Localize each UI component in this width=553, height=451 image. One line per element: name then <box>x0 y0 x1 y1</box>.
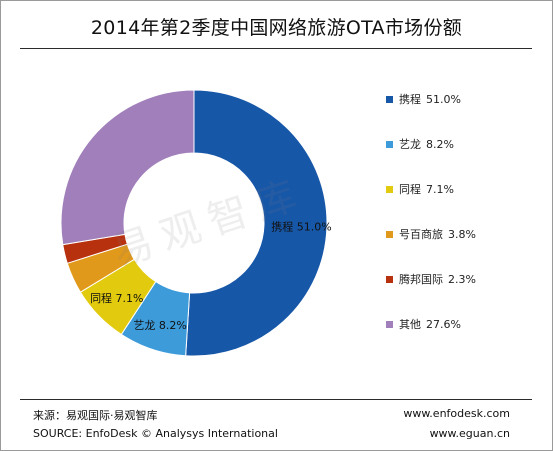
data-label-1: 携程 51.0% <box>271 219 331 233</box>
data-label-2: 艺龙 8.2% <box>133 319 186 332</box>
donut-slice-6 <box>60 89 195 246</box>
legend-name: 腾邦国际 <box>399 273 443 286</box>
legend-name: 同程 <box>399 183 421 196</box>
legend-item-5: 腾邦国际 2.3% <box>386 272 476 286</box>
footer-url-eguan: www.eguan.cn <box>429 427 510 440</box>
legend-value: 7.1% <box>426 182 454 196</box>
legend-swatch <box>386 320 393 328</box>
footer-source-en: SOURCE: EnfoDesk © Analysys Internationa… <box>33 427 278 440</box>
title-divider <box>20 48 532 49</box>
legend-name: 其他 <box>399 318 421 331</box>
legend-name: 携程 <box>399 93 421 106</box>
legend-item-1: 携程 51.0% <box>386 92 461 106</box>
legend-value: 8.2% <box>426 137 454 151</box>
legend-swatch <box>386 230 393 238</box>
legend-value: 27.6% <box>426 317 461 331</box>
legend-swatch <box>386 275 393 283</box>
legend-value: 2.3% <box>448 272 476 286</box>
donut-slice-1 <box>185 89 328 357</box>
legend-item-4: 号百商旅 3.8% <box>386 227 476 241</box>
legend-swatch <box>386 95 393 103</box>
legend-value: 51.0% <box>426 92 461 106</box>
legend-name: 艺龙 <box>399 138 421 151</box>
footer-source-cn: 来源：易观国际·易观智库 <box>33 409 158 422</box>
legend-name: 号百商旅 <box>399 228 443 241</box>
donut-data-labels: 携程 51.0% 艺龙 8.2% 同程 7.1% <box>90 219 332 332</box>
legend-item-6: 其他 27.6% <box>386 317 461 331</box>
legend-item-2: 艺龙 8.2% <box>386 137 454 151</box>
legend-value: 3.8% <box>448 227 476 241</box>
footer-divider <box>20 399 532 400</box>
legend-swatch <box>386 140 393 148</box>
legend-item-3: 同程 7.1% <box>386 182 454 196</box>
data-label-3: 同程 7.1% <box>90 292 143 305</box>
legend-swatch <box>386 185 393 193</box>
chart-title: 2014年第2季度中国网络旅游OTA市场份额 <box>90 17 463 39</box>
footer-url-enfodesk: www.enfodesk.com <box>403 407 510 420</box>
donut-slices <box>60 89 328 357</box>
